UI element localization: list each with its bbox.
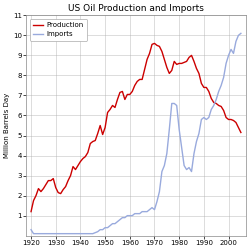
Production — [153, 42, 156, 45]
Production — [40, 190, 42, 193]
Imports — [54, 232, 57, 235]
Line: Production: Production — [31, 44, 241, 212]
Production — [131, 90, 134, 93]
Imports — [32, 232, 35, 235]
Production — [34, 194, 37, 197]
Production — [240, 131, 242, 134]
Y-axis label: Million Barrels Day: Million Barrels Day — [4, 93, 10, 158]
Imports — [133, 212, 136, 215]
Imports — [240, 32, 242, 35]
Production — [30, 210, 32, 213]
Imports — [192, 152, 196, 155]
Production — [210, 97, 213, 100]
Imports — [37, 232, 40, 235]
Production — [52, 177, 55, 180]
Production — [192, 60, 196, 63]
Imports — [30, 228, 32, 231]
Imports — [42, 232, 45, 235]
Line: Imports: Imports — [31, 33, 241, 234]
Imports — [210, 108, 213, 111]
Title: US Oil Production and Imports: US Oil Production and Imports — [68, 4, 204, 13]
Legend: Production, Imports: Production, Imports — [30, 19, 87, 40]
